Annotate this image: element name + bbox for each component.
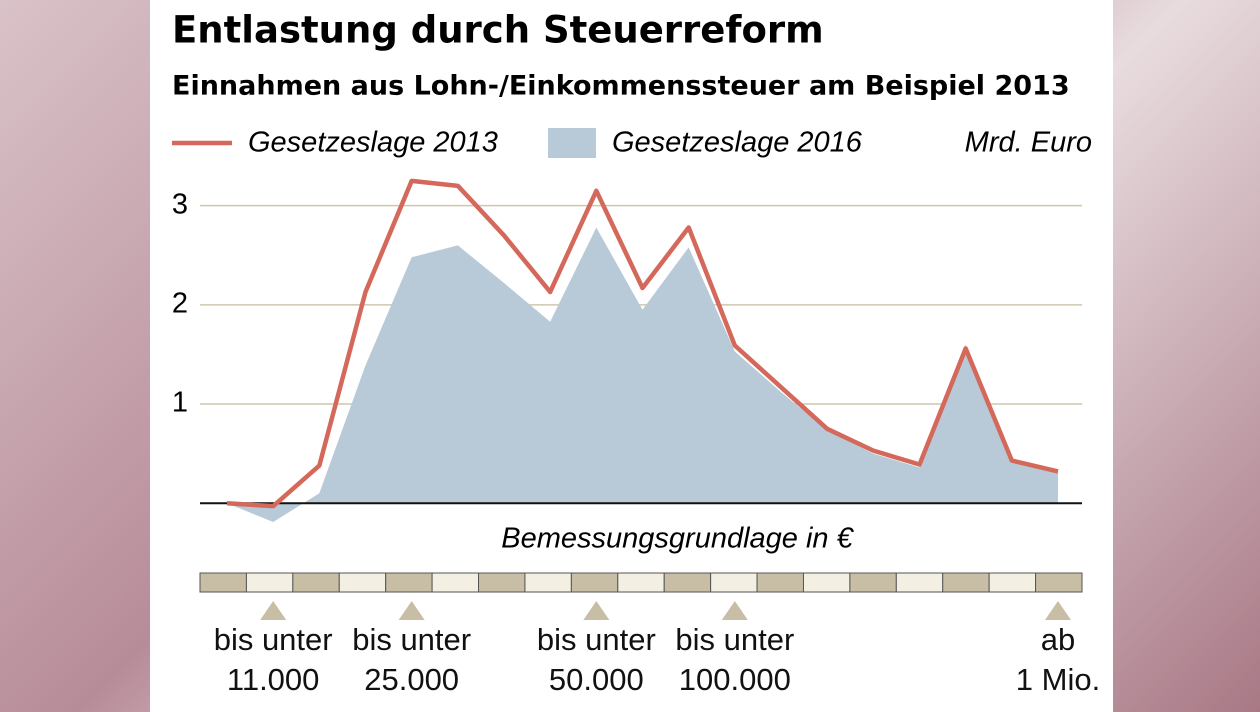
strip-segment [942, 572, 990, 593]
strip-segment [849, 572, 897, 593]
strip-segment [617, 572, 665, 593]
strip-segment [524, 572, 572, 593]
strip-segment [756, 572, 804, 593]
y-tick-label: 1 [172, 387, 188, 419]
strip-segment [431, 572, 480, 593]
strip-segment [710, 572, 758, 593]
category-marker [1045, 601, 1071, 620]
legend-swatch [548, 128, 596, 158]
unit-label: Mrd. Euro [965, 127, 1092, 159]
x-tick-label: bis unter 11.000 [213, 622, 333, 697]
strip-segment [385, 572, 433, 593]
strip-segment [895, 572, 944, 593]
legend-label: Gesetzeslage 2016 [612, 127, 863, 159]
y-tick-label: 2 [172, 288, 188, 320]
strip-segment [663, 572, 712, 593]
strip-segment [292, 572, 340, 593]
x-axis-label: Bemessungsgrundlage in € [501, 523, 854, 555]
strip-segment [199, 572, 247, 593]
category-marker [260, 601, 287, 620]
area [227, 227, 1058, 523]
strip-segment [478, 572, 526, 593]
x-tick-label: bis unter 50.000 [536, 622, 656, 697]
strip-segment [245, 572, 294, 593]
x-tick-label: ab 1 Mio. [1015, 622, 1101, 697]
y-tick-label: 3 [172, 188, 188, 220]
category-marker [583, 601, 610, 620]
category-marker [398, 601, 425, 620]
x-tick-label: bis unter 25.000 [352, 622, 472, 697]
strip-segment [1035, 572, 1083, 593]
strip-segment [802, 572, 851, 593]
x-tick-label: bis unter 100.000 [675, 622, 795, 697]
line [226, 178, 1059, 509]
chart-subtitle: Einnahmen aus Lohn-/Einkommenssteuer am … [172, 71, 1070, 102]
strip-segment [338, 572, 387, 593]
strip-segment [570, 572, 619, 593]
legend-label: Gesetzeslage 2013 [248, 127, 498, 159]
category-marker [721, 601, 748, 620]
strip-segment [988, 572, 1037, 593]
chart-title: Entlastung durch Steuerreform [172, 9, 824, 52]
